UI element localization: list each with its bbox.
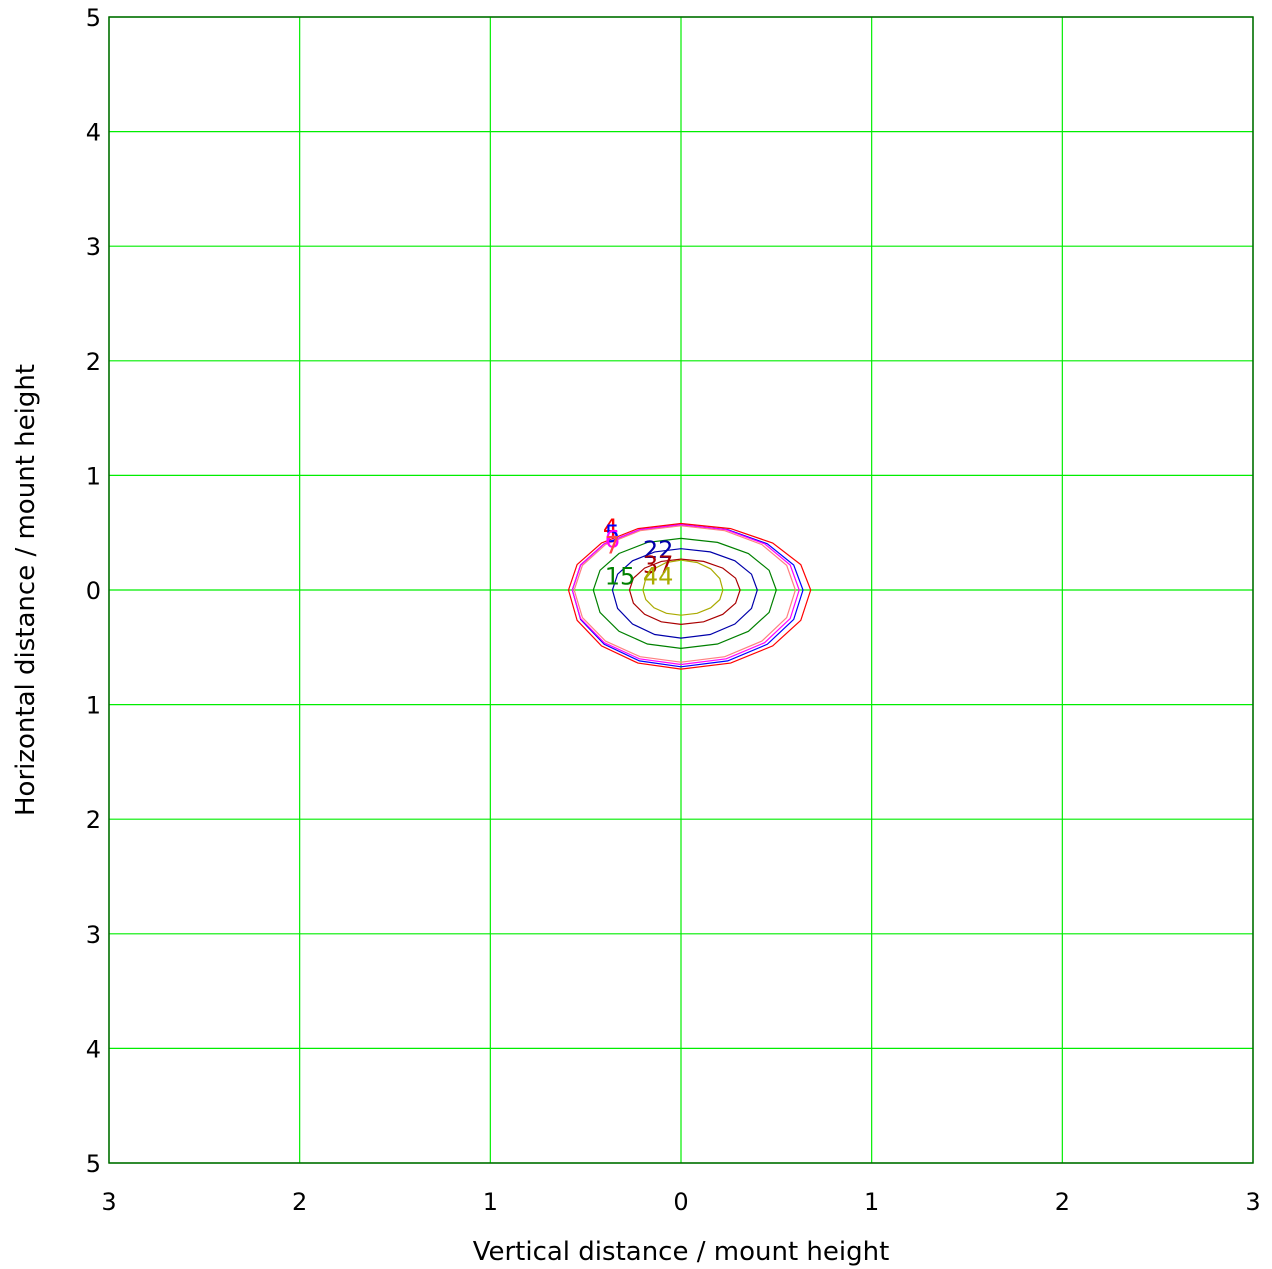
y-tick-label: 0: [86, 577, 101, 605]
contour-label-7: 7: [605, 531, 620, 559]
x-tick-labels: 3 2 1 0 1 2 3: [101, 1188, 1260, 1216]
x-tick-label: 1: [864, 1188, 879, 1216]
contour-label-4: 4: [603, 514, 618, 542]
y-tick-labels: 5 4 3 2 1 0 1 2 3 4 5: [86, 4, 101, 1178]
y-tick-label: 5: [86, 1150, 101, 1178]
plot-frame: [108, 16, 1254, 1164]
grid: [108, 16, 1254, 1164]
y-tick-label: 4: [86, 119, 101, 147]
contour-lines: [567, 522, 812, 670]
contour-label-15: 15: [605, 562, 636, 590]
y-tick-label: 3: [86, 233, 101, 261]
contour-label-37: 37: [643, 551, 674, 579]
x-tick-label: 3: [101, 1188, 116, 1216]
contour-line-7: [573, 525, 797, 663]
x-tick-label: 2: [292, 1188, 307, 1216]
contour-line-4: [567, 522, 812, 670]
x-tick-label: 1: [483, 1188, 498, 1216]
x-tick-label: 2: [1055, 1188, 1070, 1216]
x-tick-label: 3: [1245, 1188, 1260, 1216]
contour-label-44: 44: [643, 562, 674, 590]
y-tick-label: 1: [86, 692, 101, 720]
y-tick-label: 4: [86, 1035, 101, 1063]
contour-line-22: [611, 548, 758, 639]
y-tick-label: 1: [86, 462, 101, 490]
contour-line-37: [628, 558, 741, 626]
y-axis-title: Horizontal distance / mount height: [11, 364, 41, 816]
contour-line-15: [592, 537, 777, 650]
y-tick-label: 3: [86, 921, 101, 949]
x-axis-title: Vertical distance / mount height: [473, 1237, 890, 1267]
y-tick-label: 2: [86, 806, 101, 834]
contour-label-6: 6: [605, 526, 620, 554]
y-tick-label: 2: [86, 348, 101, 376]
contour-label-5: 5: [605, 520, 620, 548]
x-tick-label: 0: [673, 1188, 688, 1216]
y-tick-label: 5: [86, 4, 101, 32]
contour-label-22: 22: [643, 536, 674, 564]
contour-line-6: [571, 524, 800, 666]
contour-line-44: [642, 559, 724, 616]
